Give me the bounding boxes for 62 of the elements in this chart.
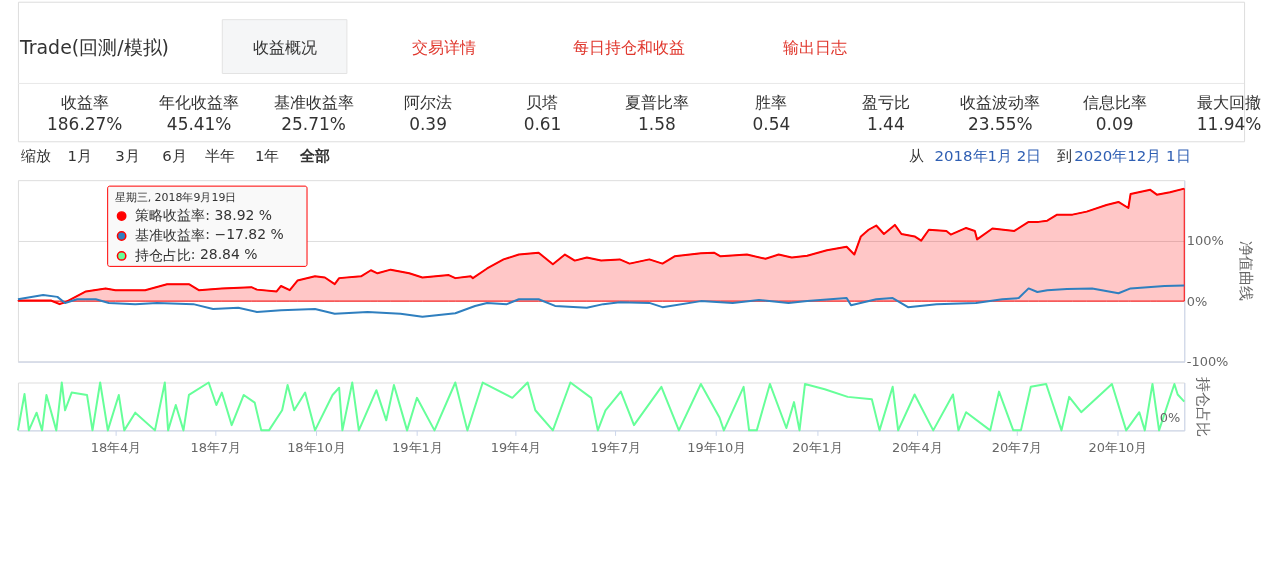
text: 1.58 xyxy=(638,114,676,135)
text: 0.61 xyxy=(523,114,562,135)
x-tick-label: 18年4月 xyxy=(90,439,142,455)
text: 23.55% xyxy=(967,114,1033,135)
category-label: 贝塔 xyxy=(526,93,559,113)
y-tick-label: -100% xyxy=(1186,354,1229,370)
text: 3月 xyxy=(115,147,140,166)
text: 1月 xyxy=(67,147,93,166)
text: 0.54 xyxy=(752,114,791,135)
annotation: : 28.84 % xyxy=(190,245,258,262)
annotation: : −17.82 % xyxy=(205,226,284,243)
legend-label: 基准收益率 xyxy=(134,226,205,243)
text: Trade(回测/模拟) xyxy=(18,35,169,58)
text: 半年 xyxy=(205,147,236,166)
category-label: 盈亏比 xyxy=(861,93,910,113)
annotation: 星期三, 2018年9月19日 xyxy=(114,191,237,205)
x-tick-label: 19年10月 xyxy=(687,439,747,455)
x-tick-label: 20年7月 xyxy=(991,439,1043,455)
category-label: 胜率 xyxy=(755,93,788,113)
x-tick-label: 20年10月 xyxy=(1088,439,1148,455)
y-tick-label: 0% xyxy=(1186,293,1208,309)
text: 2018年1月 2日 xyxy=(934,147,1042,166)
text: 缩放 xyxy=(20,147,51,166)
category-label: 收益波动率 xyxy=(960,93,1041,113)
text: 从 xyxy=(908,147,924,166)
line-series xyxy=(16,284,1186,318)
text: 全部 xyxy=(299,147,331,166)
category-label: 年化收益率 xyxy=(159,93,240,113)
text: 25.71% xyxy=(281,114,346,135)
y-tick-label: 100% xyxy=(1186,233,1224,249)
text: 186.27% xyxy=(47,114,123,135)
x-tick-label: 18年10月 xyxy=(287,439,347,455)
text: 持仓占比 xyxy=(134,246,191,263)
legend-label: 策略收益率 xyxy=(134,207,205,224)
y-axis-title: 净值曲线 xyxy=(1237,241,1256,302)
x-tick-label: 19年4月 xyxy=(490,439,542,455)
x-tick-label: 18年7月 xyxy=(190,439,242,455)
text: 1.44 xyxy=(866,114,905,135)
text: 2020年12月 1日 xyxy=(1074,147,1191,166)
category-label: 信息比率 xyxy=(1082,93,1147,113)
text: 11.94% xyxy=(1196,114,1262,135)
category-label: 收益率 xyxy=(60,93,109,113)
text: 收益概况 xyxy=(253,37,318,57)
text: 输出日志 xyxy=(783,37,848,57)
annotation: : 38.92 % xyxy=(205,207,273,224)
text: 1年 xyxy=(254,147,280,166)
x-tick-label: 19年1月 xyxy=(392,439,443,455)
x-tick-label: 19年7月 xyxy=(590,439,642,455)
category-label: 最大回撤 xyxy=(1197,93,1262,113)
category-label: 夏普比率 xyxy=(624,93,689,113)
text: 0.09 xyxy=(1095,114,1134,135)
category-label: 基准收益率 xyxy=(273,93,354,113)
x-tick-label: 20年4月 xyxy=(891,439,943,455)
category-label: 阿尔法 xyxy=(404,93,453,113)
text: 6月 xyxy=(162,147,187,166)
text: 到 xyxy=(1057,147,1073,166)
text: 每日持仓和收益 xyxy=(573,37,686,57)
text: 0.39 xyxy=(409,114,447,135)
text: 45.41% xyxy=(166,114,232,135)
text: 交易详情 xyxy=(411,37,476,57)
y-axis-title: 持仓占比 xyxy=(1193,376,1212,437)
x-tick-label: 20年1月 xyxy=(792,439,843,455)
